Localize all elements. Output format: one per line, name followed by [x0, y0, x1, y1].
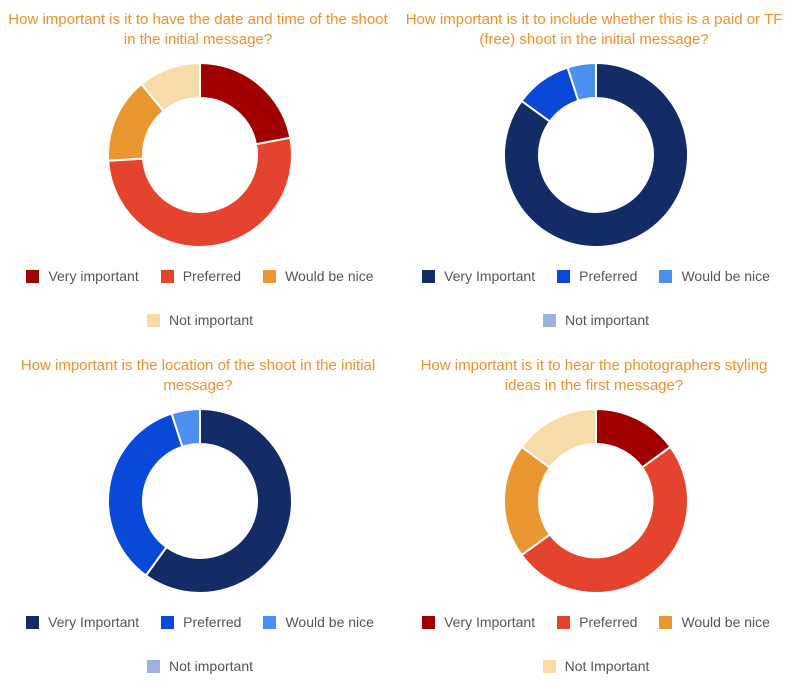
- legend-label: Not important: [168, 658, 254, 674]
- legend-label: Very Important: [48, 614, 140, 630]
- legend-swatch: [659, 615, 673, 629]
- slice-preferred: [520, 445, 689, 594]
- legend-swatch: [422, 615, 436, 629]
- legend-item[interactable]: Would be nice: [263, 268, 374, 284]
- slice-very-important: [199, 61, 292, 146]
- legend-swatch: [557, 269, 571, 283]
- slice-not-important: [520, 407, 597, 469]
- legend-swatch: [557, 615, 571, 629]
- slice-very-important: [144, 407, 293, 594]
- chart-title: How important is it to hear the photogra…: [420, 357, 768, 394]
- donut-chart: [107, 61, 293, 248]
- legend-item[interactable]: Would be nice: [659, 614, 770, 630]
- legend-item[interactable]: Very important: [26, 268, 139, 284]
- legend-swatch: [26, 615, 40, 629]
- legend-item[interactable]: Preferred: [557, 268, 637, 284]
- chart-legend: Very Important Preferred Would be nice Not …: [10, 614, 390, 674]
- chart-title: How important is it to include whether t…: [405, 11, 783, 48]
- legend-label: Would be nice: [681, 268, 770, 284]
- legend-item[interactable]: Not important: [146, 312, 254, 328]
- legend-label: Would be nice: [285, 268, 374, 284]
- legend-swatch: [542, 313, 556, 327]
- legend-item[interactable]: Not Important: [542, 658, 650, 674]
- slice-preferred: [107, 136, 293, 248]
- chart-panel-paid-or-tf: How important is it to include whether t…: [396, 0, 796, 336]
- legend-label: Very important: [48, 268, 139, 284]
- slice-would-be-nice: [566, 61, 597, 103]
- legend-item[interactable]: Would be nice: [659, 268, 770, 284]
- chart-title: How important is the location of the sho…: [20, 357, 376, 394]
- legend-label: Would be nice: [681, 614, 770, 630]
- legend-swatch: [146, 659, 160, 673]
- donut-chart: [503, 407, 689, 594]
- legend-swatch: [160, 269, 174, 283]
- legend-item[interactable]: Very Important: [422, 614, 535, 630]
- chart-legend: Very important Preferred Would be nice Not …: [10, 268, 390, 328]
- legend-label: Not Important: [564, 658, 650, 674]
- legend-label: Would be nice: [285, 614, 374, 630]
- chart-title: How important is it to have the date and…: [8, 11, 388, 48]
- legend-item[interactable]: Preferred: [557, 614, 637, 630]
- legend-item[interactable]: Preferred: [160, 268, 242, 284]
- legend-swatch: [146, 313, 160, 327]
- legend-swatch: [26, 269, 40, 283]
- donut-chart: [107, 407, 293, 594]
- legend-item[interactable]: Very Important: [26, 614, 139, 630]
- chart-panel-date-time: How important is it to have the date and…: [0, 0, 400, 336]
- legend-label: Preferred: [182, 268, 242, 284]
- legend-label: Preferred: [579, 268, 638, 284]
- legend-label: Very Important: [444, 614, 536, 630]
- legend-item[interactable]: Not important: [542, 312, 650, 328]
- slice-preferred: [107, 412, 184, 577]
- chart-panel-location: How important is the location of the sho…: [0, 346, 400, 682]
- legend-swatch: [263, 269, 277, 283]
- legend-label: Not important: [564, 312, 650, 328]
- chart-legend: Very Important Preferred Would be nice Not …: [406, 614, 786, 674]
- legend-swatch: [422, 269, 436, 283]
- chart-panel-styling-ideas: How important is it to hear the photogra…: [396, 346, 796, 682]
- donut-chart: [503, 61, 689, 248]
- legend-item[interactable]: Very Important: [422, 268, 535, 284]
- legend-swatch: [659, 269, 673, 283]
- legend-swatch: [161, 615, 175, 629]
- legend-label: Very Important: [444, 268, 536, 284]
- legend-item[interactable]: Preferred: [161, 614, 241, 630]
- legend-swatch: [542, 659, 556, 673]
- legend-label: Preferred: [579, 614, 638, 630]
- legend-label: Preferred: [183, 614, 242, 630]
- slice-very-important: [503, 61, 689, 248]
- slice-not-important: [139, 61, 201, 113]
- legend-item[interactable]: Would be nice: [263, 614, 374, 630]
- legend-swatch: [263, 615, 277, 629]
- slice-would-be-nice: [170, 407, 201, 449]
- legend-item[interactable]: Not important: [146, 658, 254, 674]
- legend-label: Not important: [168, 312, 254, 328]
- chart-legend: Very Important Preferred Would be nice Not …: [406, 268, 786, 328]
